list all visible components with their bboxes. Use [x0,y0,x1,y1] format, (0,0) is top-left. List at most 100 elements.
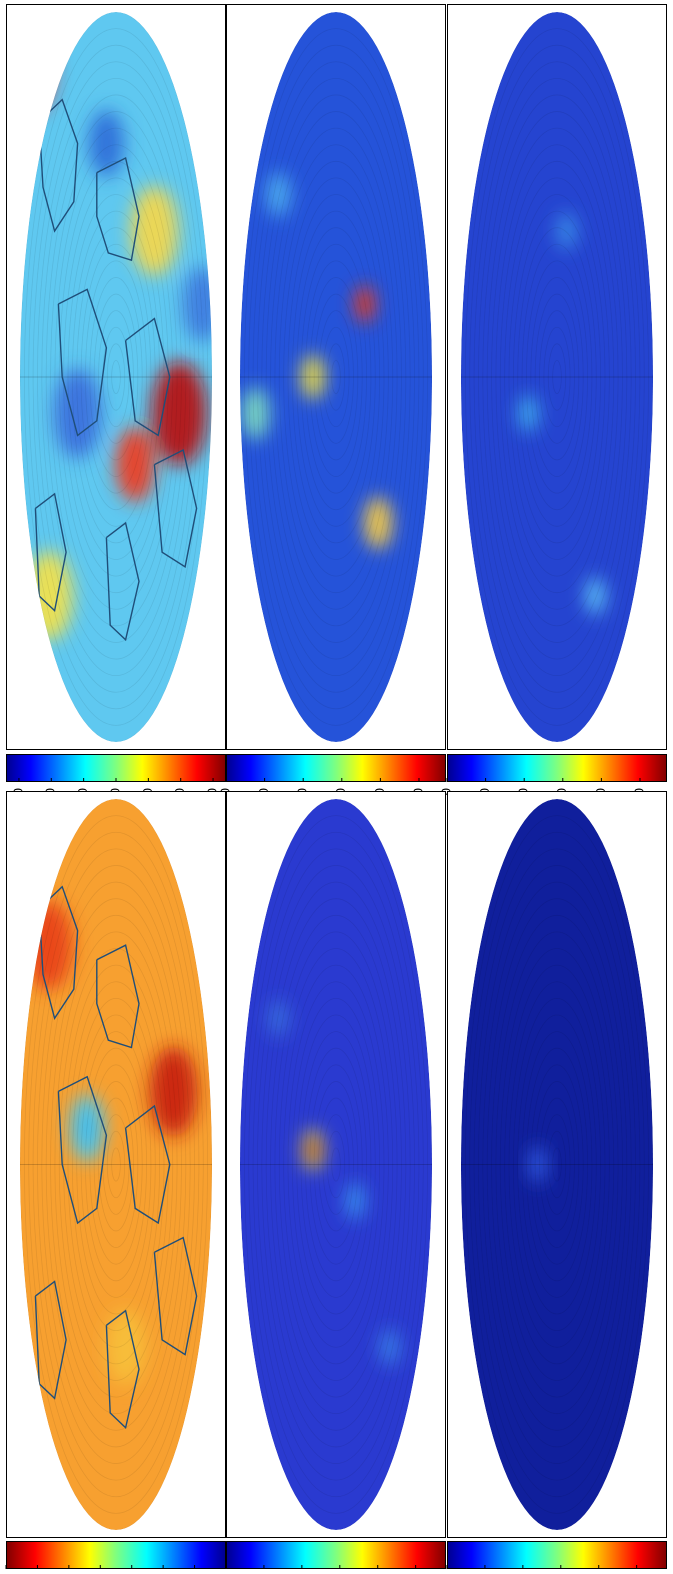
contour-ring [37,77,195,677]
coastline [38,885,79,1020]
coastline [57,288,108,437]
contour-ring [543,326,571,428]
contour-ring [478,865,636,1464]
field-blob [345,1182,366,1220]
field-blob [151,361,208,466]
contour-rings [461,799,653,1530]
contour-ring [469,44,645,710]
contour-ring [318,310,354,444]
colorbar-gradient [226,754,446,782]
map-background [461,799,653,1530]
field-blobs [527,1145,548,1184]
contour-ring [486,111,628,643]
contour-ring [252,848,420,1481]
field-blob [149,1046,198,1137]
contour-ring [243,28,429,726]
contour-ring [469,831,645,1498]
contour-ring [248,831,424,1498]
contour-ring [495,144,619,610]
field-blobs [518,212,606,615]
contour-ring [106,343,126,411]
contour-ring [296,1014,376,1315]
contour-ring [491,127,623,627]
contour-ring [547,343,567,411]
contour-ring [67,194,165,560]
colorbar-bottom-left: -0.04-0.0200.020.040.060.080.10 [5,1541,227,1569]
contour-ring [93,293,139,461]
field-blobs [25,900,198,1385]
map-panel-top-left: -600-400-2000200400600 [6,4,226,814]
contour-ring [508,194,606,560]
contour-ring [495,931,619,1398]
contour-ring [287,981,385,1348]
map-field [20,12,212,742]
contour-ring [93,1081,139,1248]
contour-ring [287,194,385,560]
contour-ring [491,914,623,1415]
contour-ring [313,1081,359,1248]
field-blob [115,427,155,502]
contour-ring [71,210,161,544]
contour-ring [300,243,372,511]
contour-ring [543,1114,571,1215]
contour-ring [76,1014,156,1315]
coastline [105,521,140,642]
contour-ring [257,77,415,677]
contour-ring [71,997,161,1332]
contour-ring [37,865,195,1464]
field-blobs [268,999,400,1366]
contour-ring [526,260,588,494]
coastline [34,492,67,612]
contour-ring [305,260,367,494]
contour-ring [261,94,411,660]
field-blob [354,285,375,323]
contour-ring [54,931,178,1398]
contour-ring [326,343,346,411]
contour-ring [270,914,402,1415]
contour-ring [67,981,165,1348]
contour-ring [530,1064,584,1265]
contour-ring [274,931,398,1398]
contour-ring [45,898,187,1431]
contour-ring [248,44,424,710]
contour-ring [111,360,121,394]
contour-ring [32,848,200,1481]
contour-ring [23,28,209,726]
field-blob [309,1142,317,1158]
coastline [153,1236,198,1356]
coastline [96,944,140,1049]
contour-ring [283,177,389,577]
field-blob [130,186,179,276]
contour-ring [50,127,182,627]
colorbar-gradient [6,754,226,782]
field-blob [182,266,212,342]
map-background [461,12,653,742]
colorbar-gradient [226,1541,446,1569]
map-panel-top-right: 050100150200250 [438,4,667,810]
contour-ring [265,111,407,643]
contour-ring [243,815,429,1514]
contour-ring [504,964,610,1365]
contour-ring [291,210,381,544]
contour-ring [278,160,394,594]
colorbar-bottom-right: 00.010.020.030.040.05 [446,1541,667,1569]
contour-ring [331,360,341,394]
contour-ring [309,277,363,477]
map-panel-top-middle: 050100150200250 [217,4,446,810]
contour-ring [278,948,394,1381]
coastlines [34,885,198,1430]
contour-ring [526,1047,588,1282]
field-blob [364,496,393,550]
colorbar-gradient [447,754,667,782]
contour-ring [534,293,580,461]
contour-ring [63,964,169,1365]
contour-ring [41,94,191,660]
contour-ring [45,111,187,643]
contour-ring [85,260,147,494]
contour-ring [322,326,350,428]
field-blob [518,394,539,433]
field-blob [268,999,289,1037]
coastline [153,448,198,568]
contour-ring [478,77,636,677]
contour-ring [313,293,359,461]
